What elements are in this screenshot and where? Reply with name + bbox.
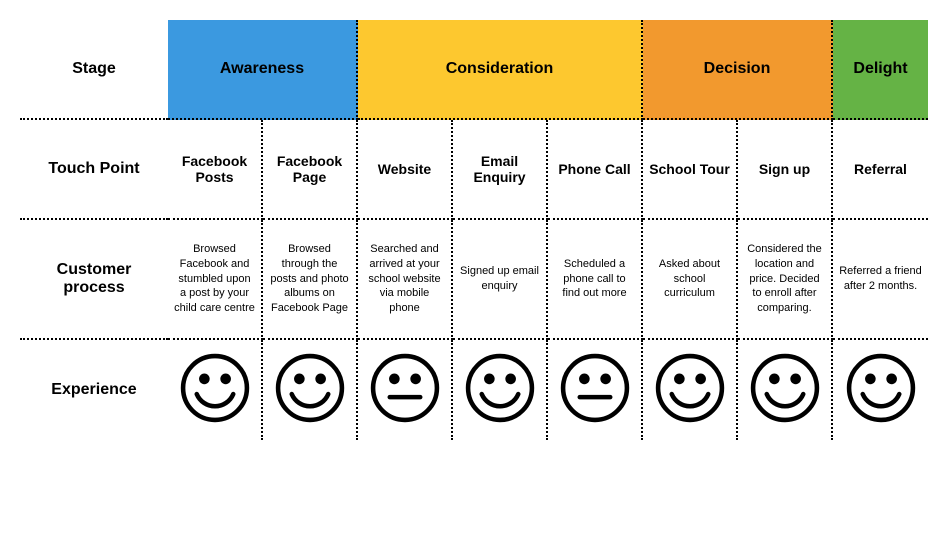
process-cell: Searched and arrived at your school webs… xyxy=(358,220,453,340)
smile-face-icon xyxy=(272,350,348,431)
touchpoint-cell: Referral xyxy=(833,120,928,220)
touchpoint-cell: Facebook Page xyxy=(263,120,358,220)
stage-header: Consideration xyxy=(358,20,643,120)
customer-journey-map: StageAwarenessConsiderationDecisionDelig… xyxy=(20,20,928,440)
process-cell: Signed up email enquiry xyxy=(453,220,548,340)
smile-face-icon xyxy=(843,350,919,431)
experience-cell xyxy=(263,340,358,440)
experience-cell xyxy=(643,340,738,440)
process-cell: Asked about school curriculum xyxy=(643,220,738,340)
touchpoint-cell: School Tour xyxy=(643,120,738,220)
smile-face-icon xyxy=(462,350,538,431)
stage-header: Awareness xyxy=(168,20,358,120)
touchpoint-cell: Sign up xyxy=(738,120,833,220)
smile-face-icon xyxy=(652,350,728,431)
process-cell: Referred a friend after 2 months. xyxy=(833,220,928,340)
process-cell: Considered the location and price. Decid… xyxy=(738,220,833,340)
experience-cell xyxy=(548,340,643,440)
process-cell: Browsed Facebook and stumbled upon a pos… xyxy=(168,220,263,340)
stage-header: Decision xyxy=(643,20,833,120)
row-label-experience: Experience xyxy=(20,340,168,440)
touchpoint-cell: Phone Call xyxy=(548,120,643,220)
touchpoint-cell: Website xyxy=(358,120,453,220)
neutral-face-icon xyxy=(367,350,443,431)
process-cell: Browsed through the posts and photo albu… xyxy=(263,220,358,340)
process-cell: Scheduled a phone call to find out more xyxy=(548,220,643,340)
row-label-touchpoint: Touch Point xyxy=(20,120,168,220)
experience-cell xyxy=(453,340,548,440)
row-label-stage: Stage xyxy=(20,20,168,120)
experience-cell xyxy=(738,340,833,440)
experience-cell xyxy=(833,340,928,440)
neutral-face-icon xyxy=(557,350,633,431)
smile-face-icon xyxy=(747,350,823,431)
experience-cell xyxy=(168,340,263,440)
smile-face-icon xyxy=(177,350,253,431)
touchpoint-cell: Facebook Posts xyxy=(168,120,263,220)
experience-cell xyxy=(358,340,453,440)
touchpoint-cell: Email Enquiry xyxy=(453,120,548,220)
row-label-process: Customer process xyxy=(20,220,168,340)
stage-header: Delight xyxy=(833,20,928,120)
